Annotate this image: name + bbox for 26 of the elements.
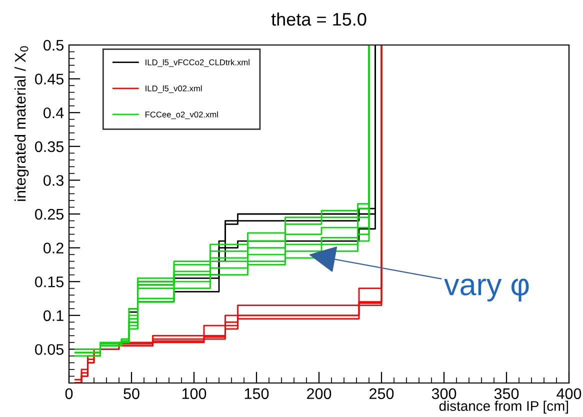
y-tick-label: 0.15 bbox=[35, 276, 64, 288]
x-tick-label: 350 bbox=[494, 388, 519, 400]
chart-title: theta = 15.0 bbox=[271, 12, 366, 26]
annotation: vary φ bbox=[444, 278, 529, 302]
y-tick-label: 0.45 bbox=[35, 74, 64, 84]
x-tick-label: 250 bbox=[370, 388, 394, 400]
x-tick-label: 400 bbox=[556, 388, 582, 400]
y-tick-label: 0.4 bbox=[44, 107, 64, 118]
y-axis-title: integrated material / X$_{0}$ bbox=[14, 46, 29, 201]
y-tick-label: 0.5 bbox=[44, 40, 64, 51]
legend-label: ILD_l5_vFCCo2_CLDtrk.xml bbox=[146, 59, 250, 67]
x-tick-label: 50 bbox=[124, 388, 140, 400]
x-tick-label: 0 bbox=[65, 388, 73, 400]
y-tick-label: 0.25 bbox=[35, 208, 64, 220]
x-tick-label: 150 bbox=[244, 388, 269, 400]
y-tick-label: 0.1 bbox=[44, 310, 64, 322]
legend-label: ILD_l5_v02.xml bbox=[146, 85, 202, 93]
x-axis-title: distance from IP [cm] bbox=[439, 400, 568, 414]
x-tick-label: 100 bbox=[182, 388, 206, 400]
x-tick-label: 200 bbox=[307, 388, 332, 400]
x-tick-label: 300 bbox=[432, 388, 456, 400]
y-tick-label: 0.35 bbox=[35, 141, 64, 152]
y-tick-label: 0.3 bbox=[44, 175, 64, 186]
legend-label: FCCee_o2_v02.xml bbox=[146, 111, 218, 120]
y-tick-label: 0.2 bbox=[44, 242, 64, 254]
y-tick-label: 0.05 bbox=[35, 344, 64, 355]
